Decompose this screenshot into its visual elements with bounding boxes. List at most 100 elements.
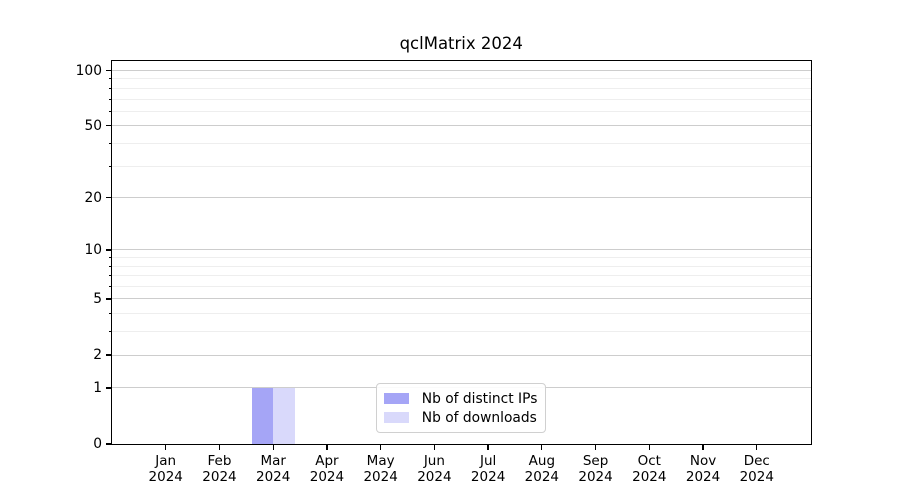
y-tick-minor [108, 313, 112, 315]
x-tick-major [165, 444, 167, 450]
x-tick-major [702, 444, 704, 450]
x-tick-month: Oct [637, 453, 661, 469]
x-tick-major [594, 444, 597, 450]
x-tick-year: 2024 [148, 469, 183, 485]
y-tick-major [106, 354, 112, 356]
x-tick-year: 2024 [470, 469, 506, 485]
y-gridline-major [112, 249, 811, 251]
x-tick-major [756, 444, 758, 450]
y-tick-major [106, 125, 112, 127]
y-tick-label: 5 [93, 290, 102, 307]
x-tick-month: Nov [689, 453, 717, 469]
y-gridline-minor [112, 110, 811, 112]
x-tick-year: 2024 [524, 469, 560, 485]
y-tick-label: 1 [93, 379, 102, 396]
y-gridline-minor [112, 331, 811, 333]
x-tick-year: 2024 [309, 469, 345, 485]
x-tick-major [541, 444, 543, 450]
x-tick-year: 2024 [685, 469, 721, 485]
legend-swatch-icon [383, 412, 409, 423]
y-tick-label: 2 [93, 347, 102, 364]
x-tick-month: Mar [260, 453, 286, 469]
y-tick-minor [108, 286, 112, 288]
bar-nb-of-downloads [273, 387, 295, 444]
y-gridline-minor [112, 87, 811, 89]
y-tick-major [106, 69, 112, 72]
y-tick-minor [108, 257, 112, 259]
y-tick-minor [108, 165, 112, 167]
x-tick-label: Feb 2024 [202, 453, 236, 485]
x-tick-major [648, 444, 650, 450]
y-tick-major [106, 196, 112, 199]
y-gridline-minor [112, 98, 811, 100]
x-tick-month: Aug [528, 453, 556, 469]
x-tick-year: 2024 [363, 469, 398, 485]
x-tick-year: 2024 [578, 469, 613, 485]
y-tick-label: 20 [84, 189, 102, 206]
legend-row: Nb of distinct IPs [383, 389, 538, 408]
y-tick-minor [108, 87, 112, 89]
y-tick-minor [108, 275, 112, 277]
y-tick-minor [108, 142, 112, 144]
y-tick-major [106, 249, 112, 251]
y-tick-label: 0 [93, 436, 102, 452]
x-tick-month: Jun [423, 453, 445, 469]
y-gridline-major [112, 125, 811, 127]
y-tick-minor [108, 110, 112, 112]
x-tick-month: Jan [155, 453, 177, 469]
x-tick-year: 2024 [632, 469, 667, 485]
legend-row: Nb of downloads [383, 408, 538, 427]
legend-label: Nb of distinct IPs [421, 390, 538, 407]
y-tick-minor [108, 331, 112, 333]
y-tick-label: 10 [84, 241, 102, 258]
x-tick-month: Dec [743, 453, 770, 469]
x-tick-label: Aug 2024 [525, 453, 559, 485]
x-tick-major [272, 444, 274, 450]
y-gridline-major [112, 197, 811, 199]
x-tick-label: Apr 2024 [310, 453, 344, 485]
x-tick-month: Sep [582, 453, 609, 469]
x-tick-label: Jul 2024 [471, 453, 505, 485]
y-tick-major [106, 387, 112, 389]
y-gridline-minor [112, 265, 811, 267]
x-tick-month: Jul [479, 453, 497, 469]
y-gridline-major [112, 354, 811, 356]
x-tick-label: May 2024 [363, 453, 397, 485]
y-gridline-minor [112, 165, 811, 167]
x-tick-major [433, 444, 436, 450]
bar-nb-of-distinct-ips [251, 387, 274, 444]
y-gridline-major [112, 298, 811, 300]
y-gridline-minor [112, 275, 811, 277]
y-tick-minor [108, 78, 112, 80]
y-gridline-minor [112, 286, 811, 288]
x-tick-month: Feb [207, 453, 232, 469]
x-tick-major [487, 444, 489, 450]
y-gridline-minor [112, 313, 811, 315]
x-tick-label: Jan 2024 [149, 453, 183, 485]
x-tick-label: Mar 2024 [256, 453, 290, 485]
x-tick-year: 2024 [256, 469, 291, 485]
x-tick-year: 2024 [417, 469, 452, 485]
y-tick-minor [108, 265, 112, 267]
y-gridline-minor [112, 257, 811, 259]
y-gridline-major [112, 70, 811, 71]
y-tick-major [106, 443, 112, 445]
plot-area [112, 61, 811, 444]
x-tick-major [380, 444, 382, 450]
y-tick-minor [108, 98, 112, 100]
legend-label: Nb of downloads [421, 409, 537, 426]
y-gridline-minor [112, 78, 811, 80]
x-tick-label: Oct 2024 [632, 453, 666, 485]
x-tick-label: Sep 2024 [578, 453, 612, 485]
legend-swatch-icon [383, 393, 409, 404]
x-tick-major [326, 444, 328, 450]
x-tick-major [218, 444, 221, 450]
y-gridline-minor [112, 142, 811, 144]
x-tick-label: Nov 2024 [686, 453, 720, 485]
y-tick-major [106, 298, 112, 300]
y-tick-label: 100 [75, 62, 102, 79]
x-tick-label: Jun 2024 [417, 453, 451, 485]
legend: Nb of distinct IPs Nb of downloads [375, 383, 547, 433]
x-tick-year: 2024 [202, 469, 237, 485]
